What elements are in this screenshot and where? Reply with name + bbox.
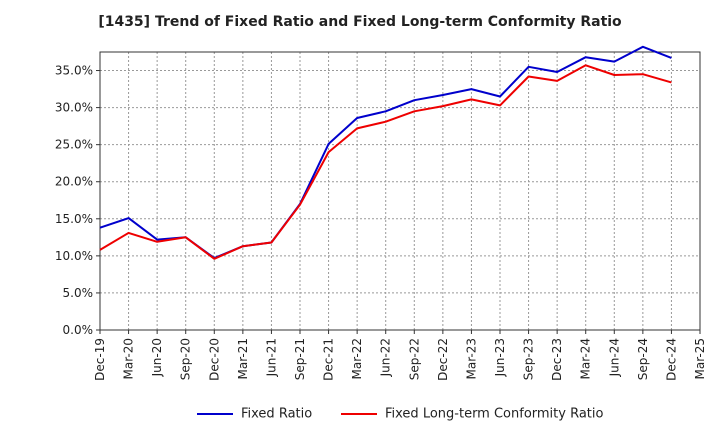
y-tick-label: 20.0% <box>55 175 93 189</box>
y-tick-label: 15.0% <box>55 212 93 226</box>
x-tick-label: Mar-20 <box>122 338 136 379</box>
x-tick-label: Dec-24 <box>664 338 678 381</box>
legend-label: Fixed Long-term Conformity Ratio <box>385 407 604 422</box>
y-tick-label: 35.0% <box>55 64 93 78</box>
x-tick-label: Dec-22 <box>436 338 450 381</box>
x-tick-label: Sep-20 <box>179 338 193 380</box>
y-tick-label: 5.0% <box>63 286 94 300</box>
y-tick-label: 10.0% <box>55 249 93 263</box>
y-tick-label: 0.0% <box>63 323 94 337</box>
x-tick-label: Jun-22 <box>379 338 393 377</box>
x-tick-label: Mar-22 <box>350 338 364 379</box>
series-layer <box>99 45 672 260</box>
x-tick-label: Sep-21 <box>293 338 307 380</box>
x-tick-label: Dec-23 <box>550 338 564 381</box>
legend-label: Fixed Ratio <box>241 407 312 422</box>
x-tick-label: Mar-21 <box>236 338 250 379</box>
x-tick-label: Jun-24 <box>607 338 621 377</box>
x-tick-label: Dec-21 <box>322 338 336 381</box>
x-tick-label: Dec-19 <box>93 338 107 381</box>
legend: Fixed Ratio Fixed Long-term Conformity Ra… <box>197 407 604 422</box>
x-tick-label: Mar-23 <box>464 338 478 379</box>
x-axis-ticks: Dec-19 Mar-20 Jun-20 Sep-20 Dec-20 Mar-21 Jun-… <box>93 330 707 381</box>
x-tick-label: Mar-24 <box>579 338 593 379</box>
x-tick-label: Dec-20 <box>207 338 221 381</box>
x-tick-label: Jun-20 <box>150 338 164 377</box>
plot-area <box>100 52 700 330</box>
series-line <box>99 64 672 260</box>
y-tick-label: 25.0% <box>55 138 93 152</box>
plot-border <box>99 51 701 331</box>
x-tick-label: Mar-25 <box>693 338 707 379</box>
chart-title: [1435] Trend of Fixed Ratio and Fixed Lo… <box>98 14 622 30</box>
y-tick-label: 30.0% <box>55 101 93 115</box>
x-tick-label: Sep-22 <box>407 338 421 380</box>
x-tick-label: Sep-24 <box>636 338 650 380</box>
x-tick-label: Jun-21 <box>264 338 278 377</box>
x-tick-label: Sep-23 <box>522 338 536 380</box>
x-tick-label: Jun-23 <box>493 338 507 377</box>
y-axis-ticks: 0.0% 5.0% 10.0% 15.0% 20.0% 25.0% 30.0% 35.0% <box>55 64 100 337</box>
